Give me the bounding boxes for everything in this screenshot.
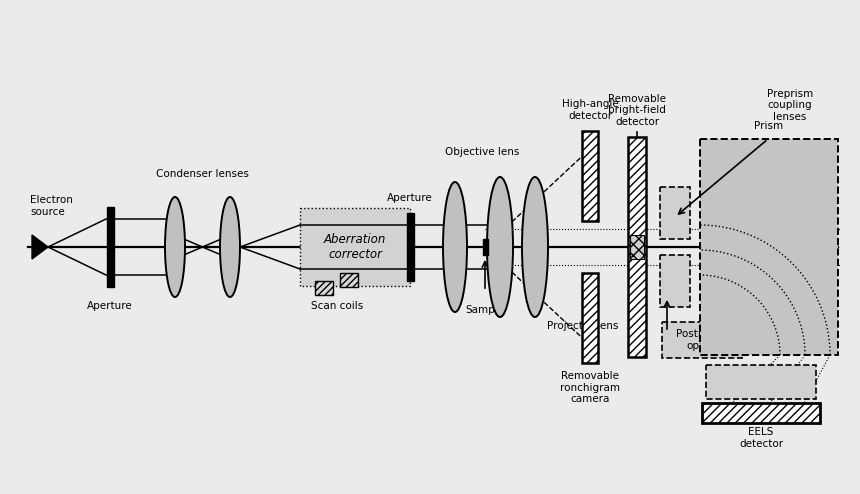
Bar bbox=[660, 255, 690, 307]
Text: Sample: Sample bbox=[465, 305, 505, 315]
Bar bbox=[300, 208, 410, 286]
Bar bbox=[407, 213, 414, 281]
Text: Condenser lenses: Condenser lenses bbox=[156, 169, 249, 179]
Text: Preprism
coupling
lenses: Preprism coupling lenses bbox=[767, 89, 813, 122]
Ellipse shape bbox=[443, 182, 467, 312]
Bar bbox=[628, 137, 646, 357]
Bar bbox=[107, 207, 114, 287]
Text: Prism: Prism bbox=[754, 121, 783, 131]
Bar bbox=[706, 365, 816, 399]
Ellipse shape bbox=[487, 177, 513, 317]
Text: Removable
ronchigram
camera: Removable ronchigram camera bbox=[560, 371, 620, 404]
Ellipse shape bbox=[522, 177, 548, 317]
Text: Postprism
optics: Postprism optics bbox=[676, 329, 728, 351]
Text: Removable
bright-field
detector: Removable bright-field detector bbox=[608, 94, 666, 127]
Bar bbox=[482, 239, 488, 255]
Text: Aperture: Aperture bbox=[87, 301, 133, 311]
Bar bbox=[702, 403, 820, 423]
Bar bbox=[340, 273, 358, 287]
Bar bbox=[660, 187, 690, 239]
Text: Aberration
corrector: Aberration corrector bbox=[324, 233, 386, 261]
Ellipse shape bbox=[220, 197, 240, 297]
Ellipse shape bbox=[165, 197, 185, 297]
Text: High-angle
detector: High-angle detector bbox=[562, 99, 618, 121]
Text: Scan coils: Scan coils bbox=[311, 301, 364, 311]
Bar bbox=[582, 131, 598, 221]
Text: EELS
detector: EELS detector bbox=[739, 427, 783, 449]
Bar bbox=[662, 322, 742, 358]
Text: Aperture: Aperture bbox=[387, 193, 433, 203]
Text: Objective lens: Objective lens bbox=[445, 147, 519, 157]
Bar bbox=[582, 273, 598, 363]
Bar bbox=[315, 281, 333, 295]
Polygon shape bbox=[32, 235, 48, 259]
Bar bbox=[700, 139, 838, 355]
Text: Projector lens: Projector lens bbox=[547, 321, 618, 331]
Text: Electron
source: Electron source bbox=[30, 196, 73, 217]
Bar bbox=[630, 235, 644, 259]
